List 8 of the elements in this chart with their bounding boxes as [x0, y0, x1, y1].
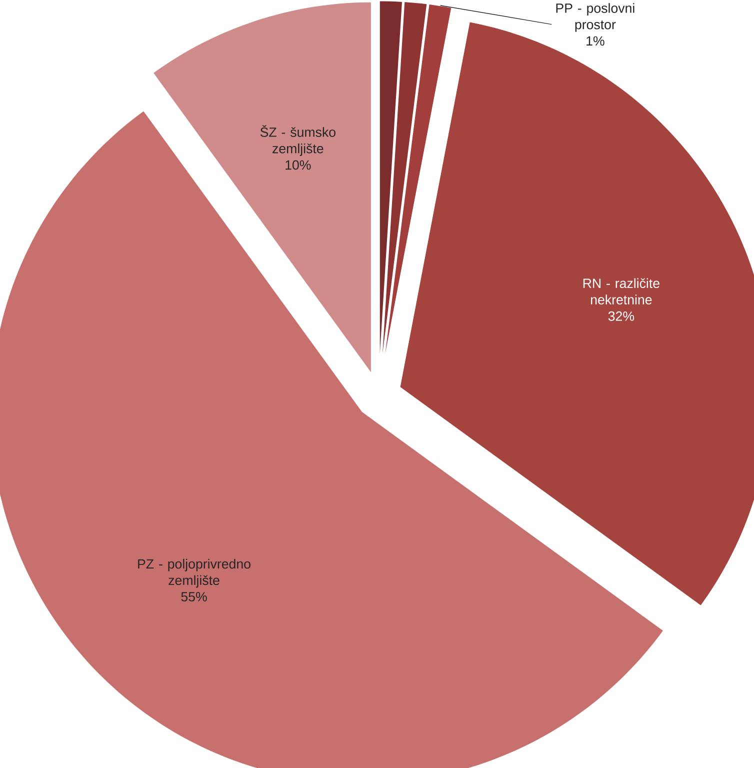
slice-label: PZ - poljoprivredno zemljište: [138, 558, 250, 588]
data-label: 32%: [608, 311, 634, 321]
slice-label: PP - poslovni prostor: [556, 3, 634, 32]
slice-label: ŠZ - šumsko zemljište: [260, 125, 336, 156]
slice-label: RN - različite nekretnine: [583, 278, 660, 304]
data-label: 55%: [181, 592, 207, 602]
data-label: 10%: [286, 160, 311, 170]
data-label: 1%: [586, 36, 604, 46]
